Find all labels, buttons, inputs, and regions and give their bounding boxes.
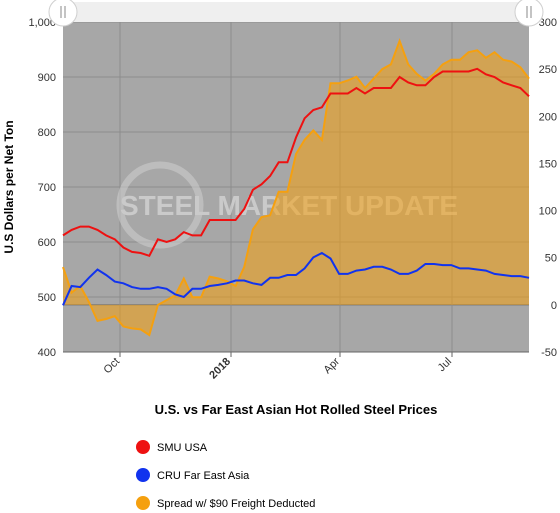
legend: SMU USA CRU Far East Asia Spread w/ $90 Fr… [136, 440, 315, 510]
legend-marker [136, 496, 150, 510]
x-tick-label: Jul [436, 356, 454, 374]
watermark-ring [116, 161, 204, 249]
navigator-bar[interactable] [63, 2, 529, 22]
spread-series-line [62, 38, 530, 337]
right-tick-label: 100 [539, 206, 557, 218]
left-tick-label: 400 [38, 347, 56, 359]
x-axis: Oct 2018 Apr Jul [63, 351, 529, 382]
legend-marker [136, 440, 150, 454]
legend-label[interactable]: Spread w/ $90 Freight Deducted [157, 498, 315, 510]
right-tick-label: 200 [539, 111, 557, 123]
navigator-right-handle[interactable] [514, 0, 544, 27]
right-axis: -50 0 50 100 150 200 250 300 [539, 17, 557, 359]
series-lines [62, 67, 530, 306]
left-tick-label: 700 [38, 182, 56, 194]
x-tick-label: Apr [322, 355, 343, 376]
left-tick-label: 500 [38, 292, 56, 304]
cru-far-east-asia-line [62, 251, 530, 306]
x-tick-label: 2018 [207, 356, 233, 382]
spread-area [62, 38, 530, 337]
smu-usa-line [62, 67, 530, 258]
legend-marker [136, 468, 150, 482]
right-tick-label: 300 [539, 17, 557, 29]
left-tick-label: 800 [38, 127, 56, 139]
left-tick-label: 600 [38, 237, 56, 249]
chart-title: U.S. vs Far East Asian Hot Rolled Steel … [155, 402, 438, 417]
left-tick-label: 1,000 [28, 17, 56, 29]
legend-label[interactable]: CRU Far East Asia [157, 470, 250, 482]
right-tick-label: 150 [539, 158, 557, 170]
y-axis-label: U.S Dollars per Net Ton [2, 120, 16, 253]
left-tick-label: 900 [38, 72, 56, 84]
spread-area-fill [63, 40, 529, 336]
legend-label[interactable]: SMU USA [157, 442, 208, 454]
left-axis: 400 500 600 700 800 900 1,000 [28, 17, 56, 359]
x-tick-label: Oct [102, 356, 123, 377]
right-tick-label: 0 [551, 300, 557, 312]
right-tick-label: 50 [545, 253, 557, 265]
right-tick-label: 250 [539, 64, 557, 76]
right-tick-label: -50 [541, 347, 557, 359]
navigator-left-handle[interactable] [48, 0, 78, 27]
